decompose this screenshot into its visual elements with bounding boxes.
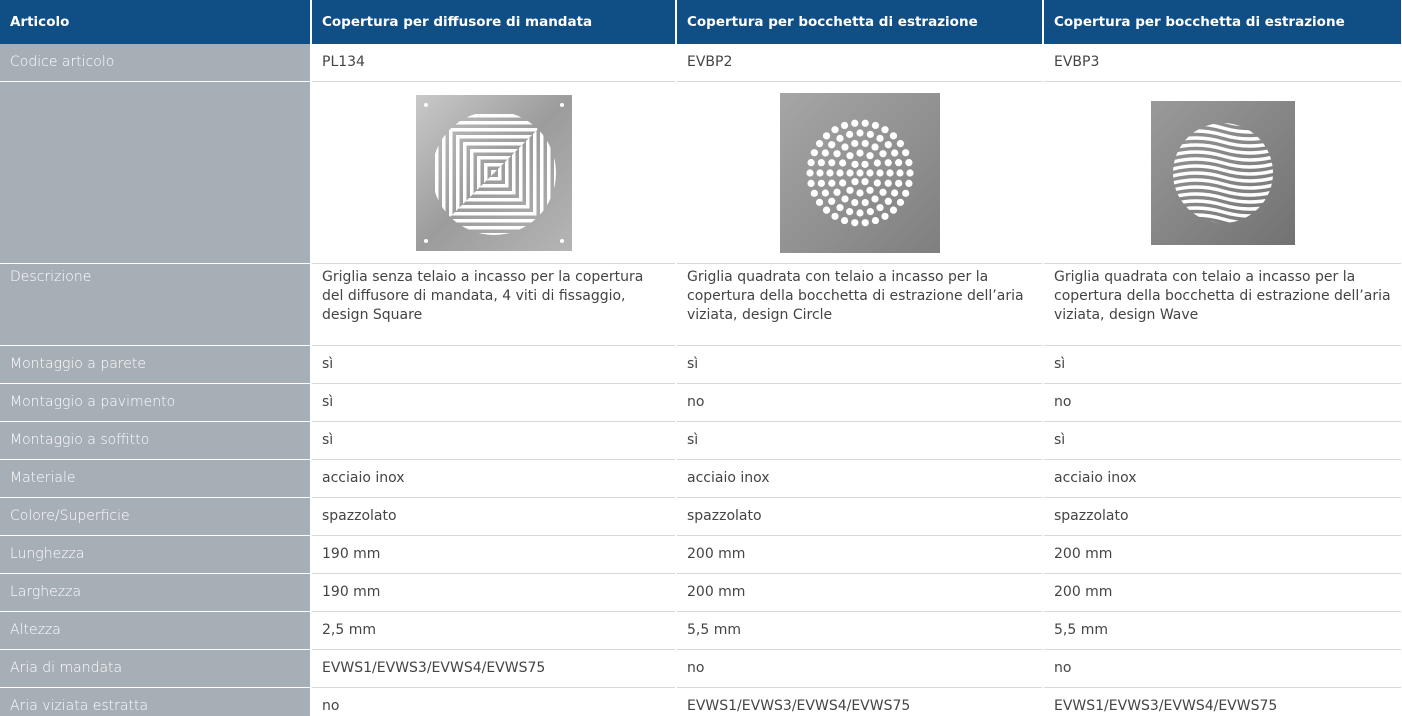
row-label: Lunghezza <box>0 535 312 574</box>
cell: no <box>311 687 677 716</box>
cell: EVWS1/EVWS3/EVWS4/EVWS75 <box>1043 687 1402 716</box>
cell: sì <box>676 345 1044 384</box>
row-label: Descrizione <box>0 263 312 346</box>
row-label: Aria viziata estratta <box>0 687 312 716</box>
image-cell <box>1043 81 1402 264</box>
row-label: Montaggio a parete <box>0 345 312 384</box>
table-row: Montaggio a parete sì sì sì <box>0 345 1402 384</box>
table-row: Aria di mandata EVWS1/EVWS3/EVWS4/EVWS75 n… <box>0 649 1402 688</box>
row-label: Colore/Superficie <box>0 497 312 536</box>
cell: 5,5 mm <box>1043 611 1402 650</box>
table-row: Materiale acciaio inox acciaio inox acciaio… <box>0 459 1402 498</box>
image-cell <box>676 81 1044 264</box>
table-body: Codice articolo PL134 EVBP2 EVBP3 Descrizio <box>0 44 1402 716</box>
cell: 2,5 mm <box>311 611 677 650</box>
cell: 5,5 mm <box>676 611 1044 650</box>
header-cell: Articolo <box>0 0 312 44</box>
cell: 200 mm <box>676 535 1044 574</box>
cell: no <box>676 383 1044 422</box>
cell: EVWS1/EVWS3/EVWS4/EVWS75 <box>311 649 677 688</box>
table-row: Aria viziata estratta no EVWS1/EVWS3/EVWS4… <box>0 687 1402 716</box>
table-row: Altezza 2,5 mm 5,5 mm 5,5 mm <box>0 611 1402 650</box>
row-label: Larghezza <box>0 573 312 612</box>
cell: EVBP3 <box>1043 44 1402 82</box>
cell: 200 mm <box>1043 535 1402 574</box>
cell: sì <box>676 421 1044 460</box>
table-row: Larghezza 190 mm 200 mm 200 mm <box>0 573 1402 612</box>
cell: 200 mm <box>676 573 1044 612</box>
cell: PL134 <box>311 44 677 82</box>
header-cell: Copertura per diffusore di mandata <box>311 0 677 44</box>
cell: spazzolato <box>1043 497 1402 536</box>
row-label: Montaggio a pavimento <box>0 383 312 422</box>
grille-square-image <box>415 94 572 251</box>
row-label: Codice articolo <box>0 44 312 82</box>
cell: spazzolato <box>676 497 1044 536</box>
header-row: Articolo Copertura per diffusore di manda… <box>0 0 1402 44</box>
row-label: Altezza <box>0 611 312 650</box>
cell: no <box>676 649 1044 688</box>
table-row: Montaggio a pavimento sì no no <box>0 383 1402 422</box>
header-cell: Copertura per bocchetta di estrazione <box>1043 0 1402 44</box>
cell: 190 mm <box>311 535 677 574</box>
image-row <box>0 81 1402 264</box>
cell: sì <box>311 383 677 422</box>
cell: no <box>1043 383 1402 422</box>
cell: acciaio inox <box>1043 459 1402 498</box>
table-row: Montaggio a soffitto sì sì sì <box>0 421 1402 460</box>
header-cell: Copertura per bocchetta di estrazione <box>676 0 1044 44</box>
cell: 200 mm <box>1043 573 1402 612</box>
cell: Griglia quadrata con telaio a incasso pe… <box>1043 263 1402 346</box>
row-label <box>0 81 312 264</box>
cell: EVWS1/EVWS3/EVWS4/EVWS75 <box>676 687 1044 716</box>
cell: 190 mm <box>311 573 677 612</box>
cell: acciaio inox <box>311 459 677 498</box>
image-cell <box>311 81 677 264</box>
cell: Griglia senza telaio a incasso per la co… <box>311 263 677 346</box>
row-label: Montaggio a soffitto <box>0 421 312 460</box>
table-row: Lunghezza 190 mm 200 mm 200 mm <box>0 535 1402 574</box>
cell: acciaio inox <box>676 459 1044 498</box>
row-label: Materiale <box>0 459 312 498</box>
table-row: Colore/Superficie spazzolato spazzolato spa… <box>0 497 1402 536</box>
cell: spazzolato <box>311 497 677 536</box>
cell: sì <box>1043 421 1402 460</box>
cell: sì <box>311 421 677 460</box>
cell: Griglia quadrata con telaio a incasso pe… <box>676 263 1044 346</box>
table-row: Descrizione Griglia senza telaio a incass… <box>0 263 1402 346</box>
row-label: Aria di mandata <box>0 649 312 688</box>
table-row: Codice articolo PL134 EVBP2 EVBP3 <box>0 44 1402 82</box>
cell: EVBP2 <box>676 44 1044 82</box>
cell: sì <box>1043 345 1402 384</box>
grille-circle-image <box>779 92 940 253</box>
cell: sì <box>311 345 677 384</box>
cell: no <box>1043 649 1402 688</box>
grille-wave-image <box>1150 100 1295 245</box>
